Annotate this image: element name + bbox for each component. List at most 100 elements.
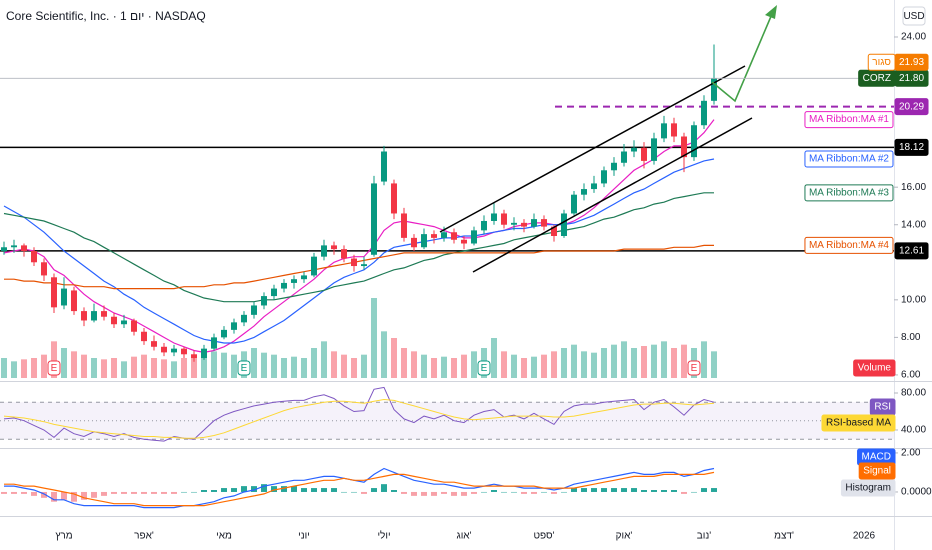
volume-bar — [281, 358, 287, 378]
histogram-bar — [531, 491, 537, 494]
candle-body — [591, 183, 597, 190]
candle-body — [471, 230, 477, 244]
volume-bar — [551, 351, 557, 378]
candle-body — [461, 239, 467, 244]
earnings-label: E — [481, 363, 488, 374]
histogram-bar — [71, 491, 77, 502]
candle-body — [61, 288, 67, 306]
histogram-bar — [481, 491, 487, 493]
volume-bar — [161, 359, 167, 378]
histogram-bar — [601, 488, 607, 492]
candle-body — [331, 245, 337, 250]
pane-legend: MACD — [862, 452, 891, 463]
earnings-marker — [687, 360, 701, 376]
earnings-label: E — [691, 363, 698, 374]
histogram-bar — [671, 490, 677, 492]
volume-bar — [131, 356, 137, 378]
histogram-bar — [361, 491, 367, 494]
volume-bar — [701, 341, 707, 378]
volume-bar — [461, 354, 467, 378]
histogram-bar — [491, 490, 497, 492]
histogram-bar — [541, 491, 547, 493]
candle-body — [551, 226, 557, 236]
histogram-bar — [191, 491, 197, 493]
x-tick-label: מרץ — [55, 531, 72, 542]
candle-body — [541, 219, 547, 227]
candle-body — [311, 256, 317, 276]
candle-body — [481, 220, 487, 231]
y-tick-label: 6.00 — [901, 370, 921, 381]
volume-bar — [21, 359, 27, 378]
legend-label: MA Ribbon:MA #3 — [809, 187, 889, 198]
candle-body — [351, 258, 357, 267]
pane-legend: Signal — [863, 466, 891, 477]
volume-bar — [341, 354, 347, 378]
volume-bar — [1, 358, 7, 378]
volume-bar — [121, 361, 127, 378]
volume-bar — [201, 354, 207, 378]
histogram-bar — [291, 486, 297, 492]
earnings-marker — [237, 360, 251, 376]
y-tick-label: 10.00 — [901, 294, 926, 305]
histogram-bar — [161, 491, 167, 494]
histogram-bar — [221, 488, 227, 492]
currency-box — [902, 6, 926, 26]
candle-body — [441, 232, 447, 238]
volume-bar — [491, 338, 497, 378]
level-tag: 12.61 — [899, 245, 924, 256]
histogram-bar — [681, 491, 687, 494]
volume-bar — [431, 358, 437, 378]
y-tick-label: 80.00 — [901, 388, 926, 399]
candle-body — [671, 123, 677, 137]
ma-line — [3, 119, 715, 354]
volume-bar — [561, 348, 567, 378]
volume-bar — [91, 358, 97, 378]
histogram-bar — [521, 491, 527, 494]
volume-bar — [591, 352, 597, 378]
candle-body — [281, 282, 287, 289]
earnings-label: E — [241, 363, 248, 374]
volume-bar — [531, 356, 537, 378]
candle-body — [401, 213, 407, 238]
histogram-bar — [711, 488, 717, 492]
legend-label: MA Ribbon:MA #4 — [809, 240, 889, 251]
volume-bar — [411, 351, 417, 378]
volume-bar — [221, 352, 227, 378]
histogram-bar — [321, 488, 327, 492]
y-tick-label: 40.00 — [901, 425, 926, 436]
level-tag-box — [894, 98, 929, 116]
volume-bar — [401, 348, 407, 378]
price-tag-name-box — [867, 53, 896, 71]
histogram-bar — [631, 488, 637, 492]
candle-body — [341, 249, 347, 259]
level-tag: 18.12 — [899, 142, 924, 153]
volume-bar — [581, 351, 587, 378]
histogram-bar — [331, 488, 337, 492]
histogram-bar — [101, 491, 107, 496]
volume-bar — [471, 351, 477, 378]
candle-body — [51, 277, 57, 308]
histogram-bar — [401, 491, 407, 494]
candle-body — [41, 262, 47, 276]
candle-body — [171, 348, 177, 353]
candle-body — [691, 125, 697, 158]
x-tick-label: ספט' — [533, 531, 554, 542]
currency: USD — [903, 11, 924, 22]
earnings-marker — [477, 360, 491, 376]
price-tag: 21.93 — [899, 57, 924, 68]
volume-bar — [671, 348, 677, 378]
candle-body — [31, 251, 37, 263]
x-tick-label: 2026 — [853, 531, 876, 542]
histogram-bar — [691, 491, 697, 493]
volume-bar — [71, 351, 77, 378]
x-tick-label: יוני — [298, 531, 310, 542]
candle-body — [381, 151, 387, 182]
candle-body — [141, 331, 147, 342]
price-tag-name: סגור — [872, 57, 891, 68]
earnings-marker — [47, 360, 61, 376]
candle-body — [451, 232, 457, 240]
y-tick-label: 2.00 — [901, 448, 921, 459]
candle-body — [11, 245, 17, 248]
pane-legend: RSI-based MA — [826, 418, 891, 429]
